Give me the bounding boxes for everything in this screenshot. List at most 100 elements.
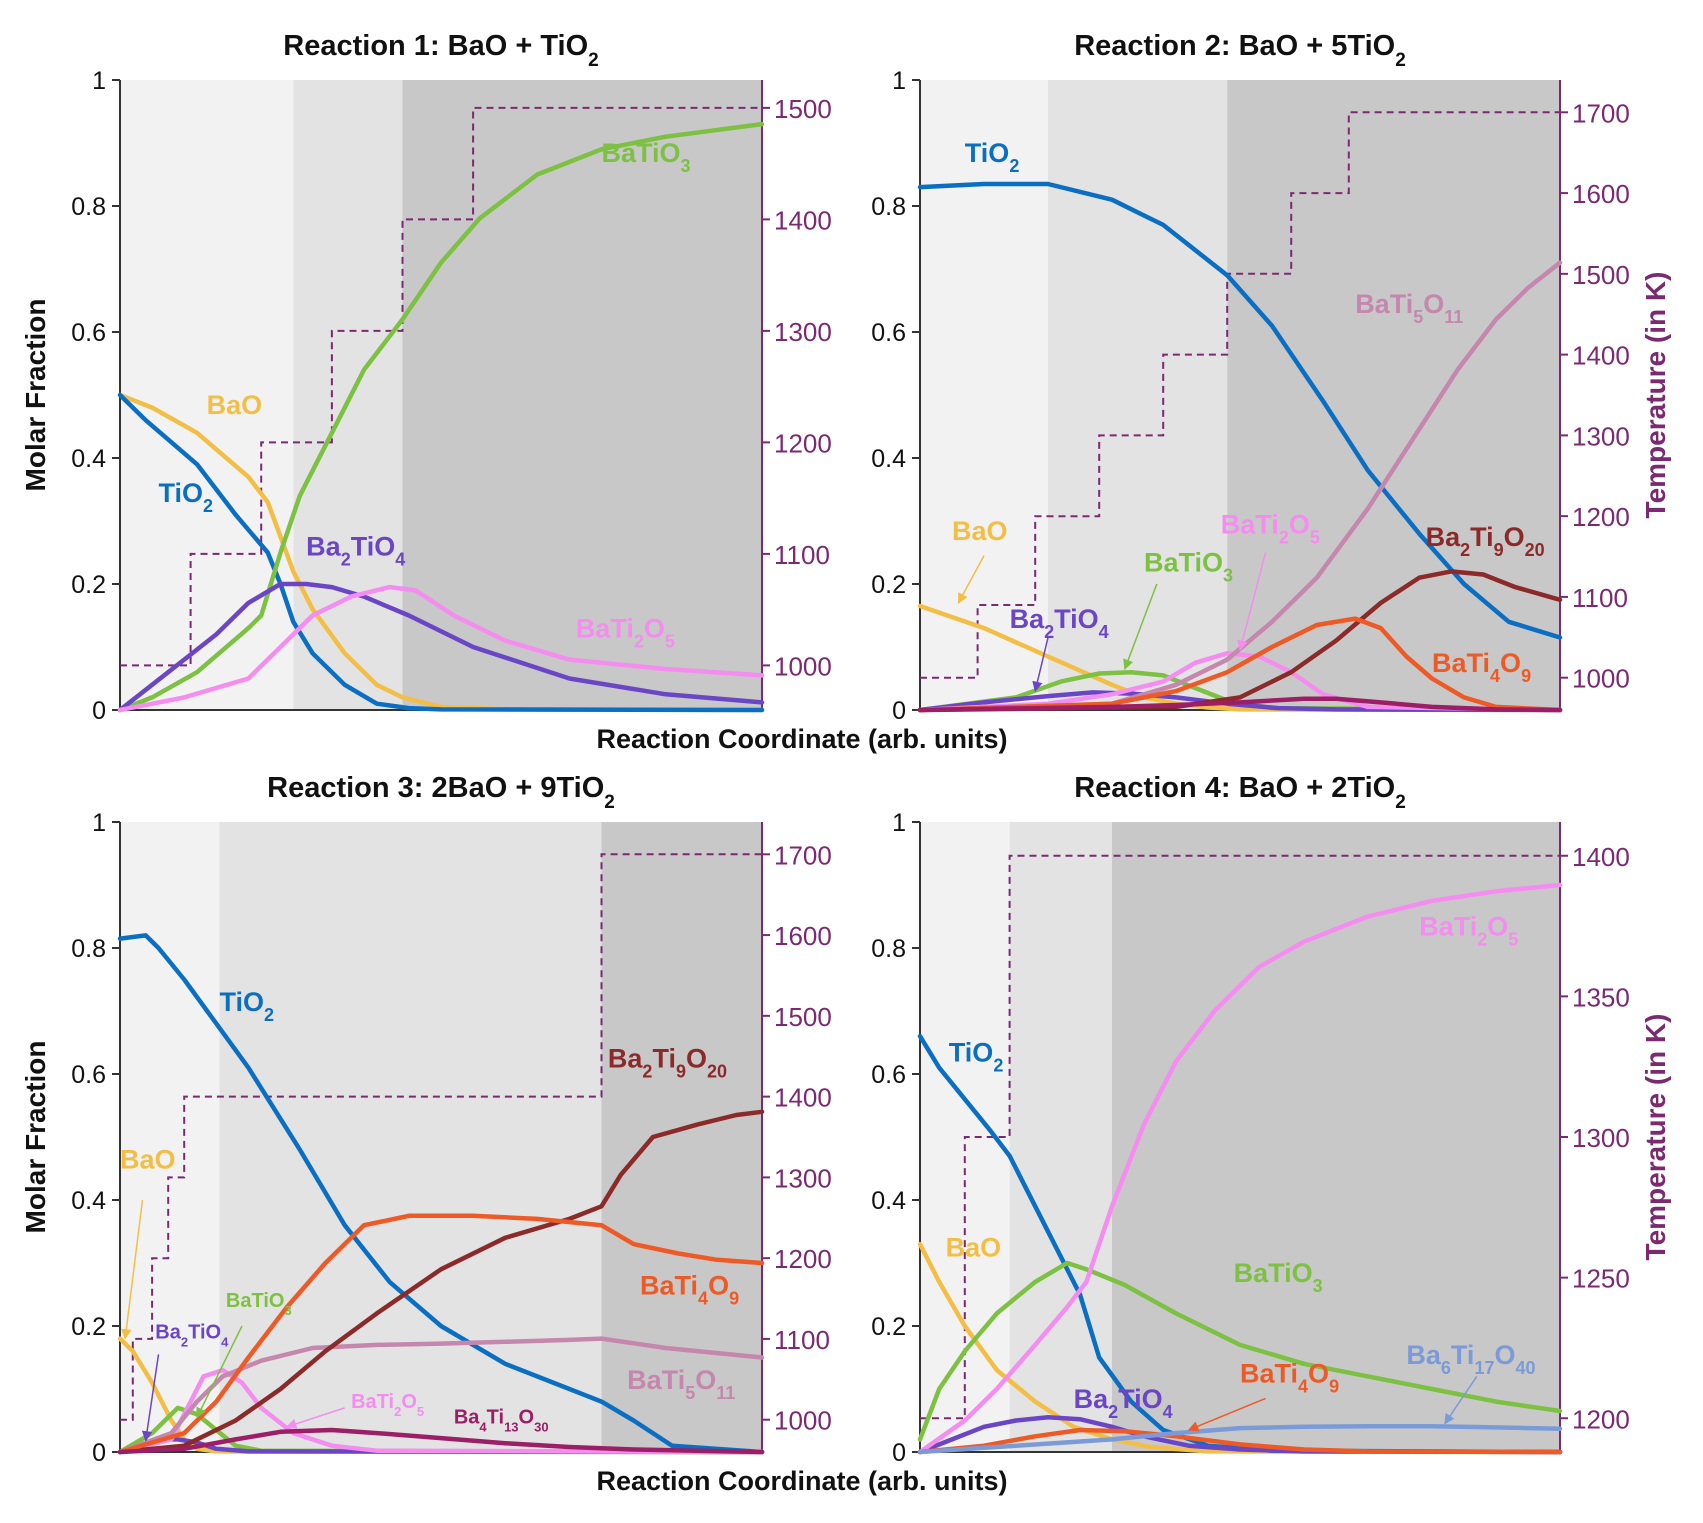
- series-label-bati5o11: BaTi5O11: [1355, 289, 1463, 327]
- y2-tick-label: 1400: [1572, 341, 1630, 371]
- series-line-bao: [117, 392, 765, 713]
- y2-tick-label: 1200: [774, 1244, 832, 1274]
- series-line-tio2: [917, 181, 1563, 640]
- series-line-bati2o5: [917, 882, 1563, 1455]
- y2-tick-label: 1000: [774, 651, 832, 681]
- series-line-tio2: [117, 933, 765, 1455]
- y2-tick-label: 1000: [1572, 664, 1630, 694]
- series-label-bao: BaO: [120, 1145, 176, 1175]
- y2-tick-label: 1400: [1572, 842, 1630, 872]
- series-line-ba2ti9o20: [917, 569, 1563, 713]
- annotation-arrow: [1187, 1397, 1266, 1432]
- series-label-bati4o9: BaTi4O9: [1432, 648, 1531, 686]
- chart-title: Reaction 3: 2BaO + 9TiO2: [267, 772, 615, 813]
- series-line-batio3: [117, 121, 765, 713]
- y2-tick-label: 1400: [774, 1083, 832, 1113]
- series-label-ba2tio4: Ba2TiO4: [1010, 604, 1109, 642]
- series-line-ba2tio4: [117, 581, 765, 713]
- series-label-bati2o5: BaTi2O5: [1221, 510, 1320, 548]
- y2-tick-label: 1350: [1572, 982, 1630, 1012]
- series-label-ba2ti9o20: Ba2Ti9O20: [1426, 522, 1545, 560]
- series-label-bati2o5: BaTi2O5: [351, 1391, 424, 1419]
- y-tick-label: 0.4: [871, 445, 906, 473]
- series-label-tio2: TiO2: [949, 1037, 1004, 1075]
- panel-reaction-1: Reaction 1: BaO + TiO2 0 0.2 0.4 0.6 0.8 1 1000…: [20, 30, 832, 725]
- y-tick-label: 0.4: [871, 1187, 906, 1215]
- series-line-bati4o9: [117, 1213, 765, 1455]
- series-label-batio3: BaTiO3: [602, 138, 691, 176]
- series-line-ba6ti17o40: [917, 1423, 1563, 1455]
- series-line-tio2: [917, 1033, 1563, 1455]
- x-axis-label-bottom: Reaction Coordinate (arb. units): [596, 1466, 1007, 1496]
- series-label-ba2tio4: Ba2TiO4: [155, 1322, 229, 1350]
- y-tick-label: 0.8: [871, 193, 906, 221]
- series-label-ba2tio4: Ba2TiO4: [306, 532, 405, 570]
- y-tick-label: 0.4: [71, 445, 106, 473]
- panel-reaction-3: Reaction 3: 2BaO + 9TiO200.20.40.60.8110…: [20, 772, 832, 1467]
- y-tick-label: 0: [92, 1439, 106, 1467]
- y2-tick-label: 1200: [1572, 502, 1630, 532]
- y-tick-label: 1: [92, 809, 106, 837]
- series-line-ba2tio4: [917, 1415, 1563, 1455]
- annotation-arrow: [196, 1325, 243, 1419]
- y-tick-label: 0.2: [871, 571, 906, 599]
- y-tick-label: 0.2: [871, 1313, 906, 1341]
- temperature-step-line: [120, 106, 762, 667]
- series-line-bao: [917, 1241, 1563, 1455]
- temperature-step-line: [920, 854, 1560, 1420]
- annotation-arrow: [141, 1354, 160, 1442]
- y-tick-label: 0.8: [71, 193, 106, 221]
- series-label-tio2: TiO2: [159, 478, 214, 516]
- series-line-batio3: [917, 1260, 1563, 1442]
- series-label-bao: BaO: [952, 516, 1008, 546]
- background-band-3: [402, 80, 762, 710]
- series-line-bati2o5: [117, 584, 765, 713]
- y-tick-label: 0.8: [71, 935, 106, 963]
- series-label-ba2ti9o20: Ba2Ti9O20: [608, 1044, 727, 1082]
- series-line-bati5o11: [917, 260, 1563, 713]
- series-label-bati5o11: BaTi5O11: [627, 1365, 735, 1403]
- y2-tick-label: 1100: [774, 1325, 830, 1355]
- y-tick-label: 0: [892, 1439, 906, 1467]
- annotation-arrow: [1237, 552, 1267, 652]
- panel-reaction-2: Reaction 2: BaO + 5TiO200.20.40.60.81100…: [871, 30, 1671, 725]
- y-tick-label: 1: [892, 67, 906, 95]
- y2-tick-label: 1200: [774, 428, 832, 458]
- series-label-ba2tio4: Ba2TiO4: [1074, 1384, 1173, 1422]
- y2-tick-label: 1500: [774, 1002, 832, 1032]
- y2-axis-label: Temperature (in K): [1640, 1014, 1671, 1261]
- y2-tick-label: 1000: [774, 1406, 832, 1436]
- y2-tick-label: 1300: [774, 1163, 832, 1193]
- series-line-ba4ti13o30: [917, 696, 1563, 713]
- y-tick-label: 0: [892, 697, 906, 725]
- annotation-arrow: [121, 1199, 144, 1340]
- y2-tick-label: 1100: [774, 540, 830, 570]
- series-line-ba4ti13o30: [117, 1427, 765, 1455]
- y2-tick-label: 1300: [1572, 421, 1630, 451]
- y2-tick-label: 1600: [1572, 179, 1630, 209]
- y2-axis-label: Temperature (in K): [1640, 272, 1671, 519]
- series-label-ba4ti13o30: Ba4Ti13O30: [454, 1407, 549, 1435]
- chart-title: Reaction 1: BaO + TiO2: [283, 30, 598, 71]
- panel-reaction-4: Reaction 4: BaO + 2TiO2 0 0.2 0.4 0.6 0.8 1 120…: [871, 772, 1671, 1467]
- annotation-arrow: [1032, 637, 1049, 693]
- annotation-arrow: [957, 555, 985, 604]
- series-label-tio2: TiO2: [965, 138, 1020, 176]
- y-tick-label: 0: [92, 697, 106, 725]
- y-axis-label: Molar Fraction: [20, 1041, 51, 1234]
- temperature-step-line: [920, 111, 1560, 679]
- background-band-1: [120, 822, 220, 1452]
- series-label-bati2o5: BaTi2O5: [576, 614, 675, 652]
- chart-title: Reaction 2: BaO + 5TiO2: [1074, 30, 1406, 71]
- series-label-bati4o9: BaTi4O9: [640, 1271, 739, 1309]
- chart-title: Reaction 4: BaO + 2TiO2: [1074, 772, 1406, 813]
- series-line-bati4o9: [917, 616, 1563, 713]
- y-tick-label: 0.2: [71, 1313, 106, 1341]
- x-axis-label-top: Reaction Coordinate (arb. units): [596, 724, 1007, 754]
- y2-tick-label: 1500: [774, 94, 832, 124]
- y2-tick-label: 1600: [774, 921, 832, 951]
- y-tick-label: 1: [892, 809, 906, 837]
- y2-tick-label: 1700: [1572, 98, 1630, 128]
- annotation-arrow: [285, 1407, 345, 1429]
- series-line-bati5o11: [117, 1336, 765, 1455]
